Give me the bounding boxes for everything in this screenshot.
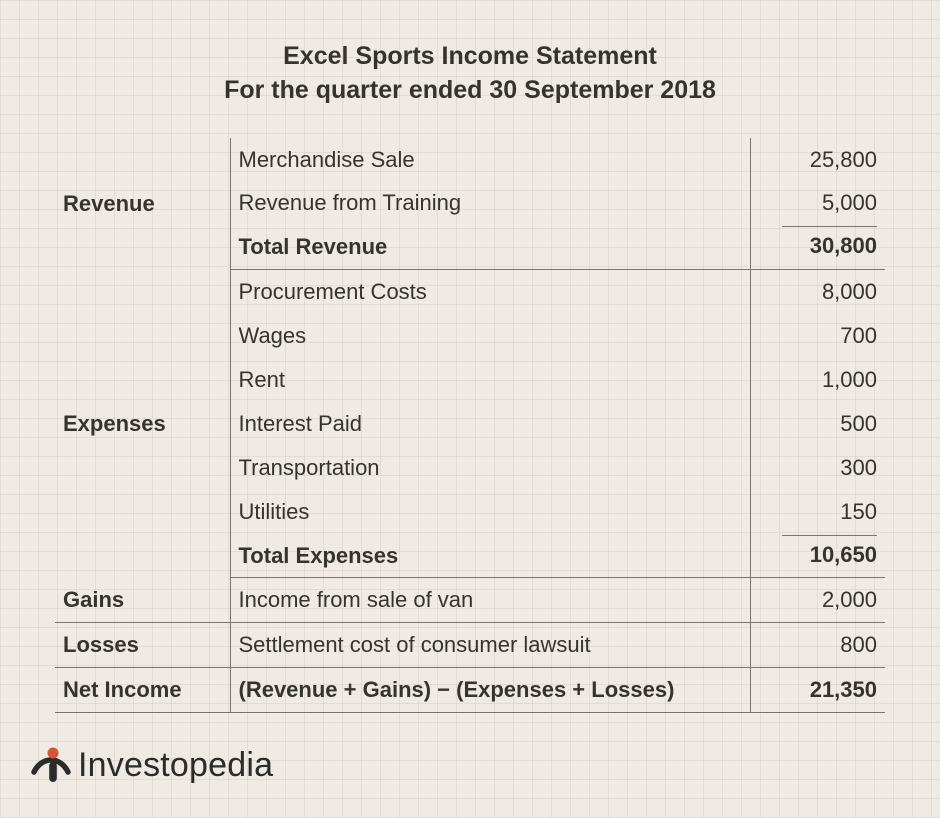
line-label: Interest Paid xyxy=(230,402,750,446)
line-value: 150 xyxy=(750,490,885,534)
table-row: Net Income (Revenue + Gains) − (Expenses… xyxy=(55,668,885,713)
line-label: Settlement cost of consumer lawsuit xyxy=(230,623,750,668)
line-label: Merchandise Sale xyxy=(230,138,750,182)
category-gains: Gains xyxy=(55,578,230,623)
category-losses: Losses xyxy=(55,623,230,668)
income-statement: Excel Sports Income Statement For the qu… xyxy=(0,0,940,713)
income-table: Revenue Merchandise Sale 25,800 Revenue … xyxy=(55,138,885,714)
brand-name: Investopedia xyxy=(78,746,273,785)
line-label: Income from sale of van xyxy=(230,578,750,623)
line-value: 300 xyxy=(750,446,885,490)
table-row: Expenses Procurement Costs 8,000 xyxy=(55,270,885,314)
table-row: Losses Settlement cost of consumer lawsu… xyxy=(55,623,885,668)
title-line-1: Excel Sports Income Statement xyxy=(55,40,885,74)
line-value: 25,800 xyxy=(750,138,885,182)
line-label: Revenue from Training xyxy=(230,181,750,225)
total-label: Total Expenses xyxy=(230,534,750,578)
title-line-2: For the quarter ended 30 September 2018 xyxy=(55,74,885,108)
line-value: 500 xyxy=(750,402,885,446)
table-row: Revenue Merchandise Sale 25,800 xyxy=(55,138,885,182)
line-label: Wages xyxy=(230,314,750,358)
line-value: 5,000 xyxy=(750,181,885,225)
category-expenses: Expenses xyxy=(55,270,230,578)
line-label: Procurement Costs xyxy=(230,270,750,314)
table-row: Gains Income from sale of van 2,000 xyxy=(55,578,885,623)
total-value: 10,650 xyxy=(750,534,885,578)
net-formula: (Revenue + Gains) − (Expenses + Losses) xyxy=(230,668,750,713)
line-value: 1,000 xyxy=(750,358,885,402)
brand-logo: Investopedia xyxy=(30,744,273,786)
line-value: 700 xyxy=(750,314,885,358)
line-label: Transportation xyxy=(230,446,750,490)
category-net-income: Net Income xyxy=(55,668,230,713)
line-value: 8,000 xyxy=(750,270,885,314)
total-label: Total Revenue xyxy=(230,225,750,269)
line-label: Utilities xyxy=(230,490,750,534)
investopedia-icon xyxy=(30,744,72,786)
category-revenue: Revenue xyxy=(55,138,230,270)
line-value: 800 xyxy=(750,623,885,668)
line-label: Rent xyxy=(230,358,750,402)
total-value: 30,800 xyxy=(750,225,885,269)
title-block: Excel Sports Income Statement For the qu… xyxy=(55,40,885,108)
line-value: 2,000 xyxy=(750,578,885,623)
net-value: 21,350 xyxy=(750,668,885,713)
